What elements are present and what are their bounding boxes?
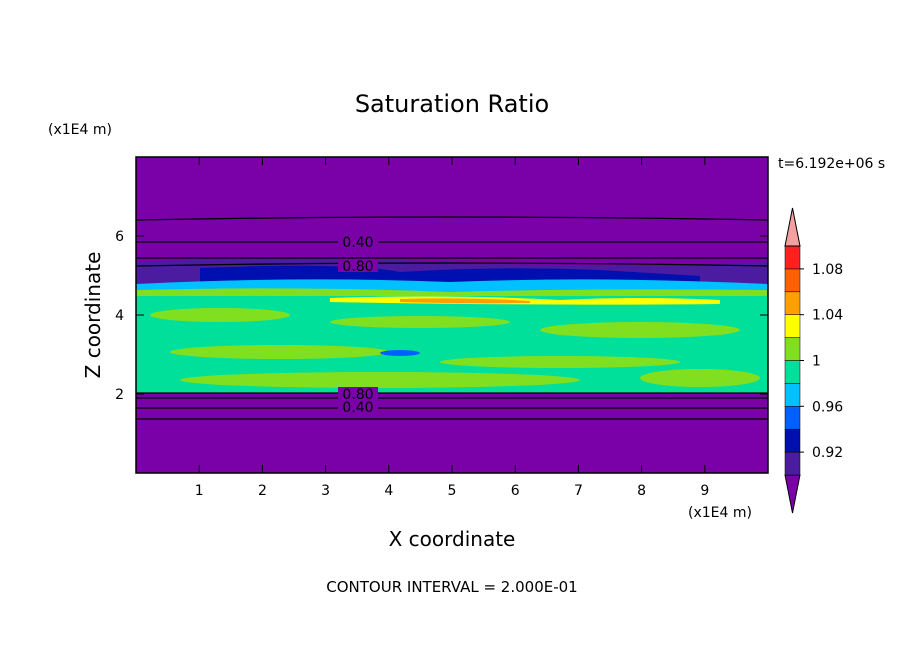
x-axis-label: X coordinate xyxy=(389,527,516,551)
time-label: t=6.192e+06 s xyxy=(778,156,885,172)
contour-label-bg xyxy=(338,235,378,248)
x-unit: (x1E4 m) xyxy=(688,505,752,521)
field-region xyxy=(400,298,530,304)
contour-label: 0.80 xyxy=(342,259,373,275)
contour-label-bg xyxy=(338,259,378,272)
y-tick-label: 4 xyxy=(115,308,124,324)
chart-title: Saturation Ratio xyxy=(355,90,549,118)
x-tick-label: 4 xyxy=(384,483,393,499)
contour-field xyxy=(135,157,769,473)
colorbar-box xyxy=(784,360,801,384)
colorbar-box xyxy=(784,268,801,293)
colorbar-label: 1.04 xyxy=(812,308,843,324)
field-region xyxy=(150,308,290,322)
colorbar-box xyxy=(784,451,801,476)
contour-label: 0.40 xyxy=(342,400,373,416)
colorbar-box xyxy=(784,291,801,315)
field-region xyxy=(136,288,768,296)
colorbar-box xyxy=(784,314,801,338)
field-region xyxy=(180,372,580,388)
field-region xyxy=(170,345,390,359)
y-tick-label: 6 xyxy=(115,229,124,245)
colorbar-box xyxy=(784,383,801,407)
x-tick-label: 2 xyxy=(258,483,267,499)
colorbar-label: 1 xyxy=(812,354,821,370)
contour-label: 0.80 xyxy=(342,387,373,403)
colorbar-label: 0.92 xyxy=(812,445,843,461)
colorbar-box xyxy=(784,406,801,430)
contour-label-bg xyxy=(338,387,378,400)
field-region xyxy=(440,356,680,368)
x-tick-label: 6 xyxy=(511,483,520,499)
y-tick-label: 2 xyxy=(115,387,124,403)
field-region xyxy=(640,369,760,387)
field-region xyxy=(540,322,740,338)
colorbar-box xyxy=(784,337,801,361)
colorbar-box xyxy=(784,428,801,453)
contour-line xyxy=(135,216,769,221)
contour-line xyxy=(135,262,769,267)
x-tick-label: 9 xyxy=(700,483,709,499)
colorbar-box xyxy=(784,245,801,270)
colorbar-label: 0.96 xyxy=(812,399,843,415)
x-tick-label: 1 xyxy=(195,483,204,499)
colorbar: 0.92 0.96 1 1.04 1.08 xyxy=(784,207,843,514)
x-tick-label: 7 xyxy=(574,483,583,499)
footer: CONTOUR INTERVAL = 2.000E-01 xyxy=(326,578,577,596)
x-tick-label: 3 xyxy=(321,483,330,499)
colorbar-label: 1.08 xyxy=(812,262,843,278)
y-axis-label: Z coordinate xyxy=(81,252,105,379)
contour-label: 0.40 xyxy=(342,235,373,251)
y-unit: (x1E4 m) xyxy=(48,122,112,138)
field-region xyxy=(380,350,420,356)
colorbar-extend xyxy=(784,207,801,247)
x-tick-label: 8 xyxy=(637,483,646,499)
x-tick-label: 5 xyxy=(448,483,457,499)
contour-label-bg xyxy=(338,400,378,413)
field-region xyxy=(330,316,510,328)
